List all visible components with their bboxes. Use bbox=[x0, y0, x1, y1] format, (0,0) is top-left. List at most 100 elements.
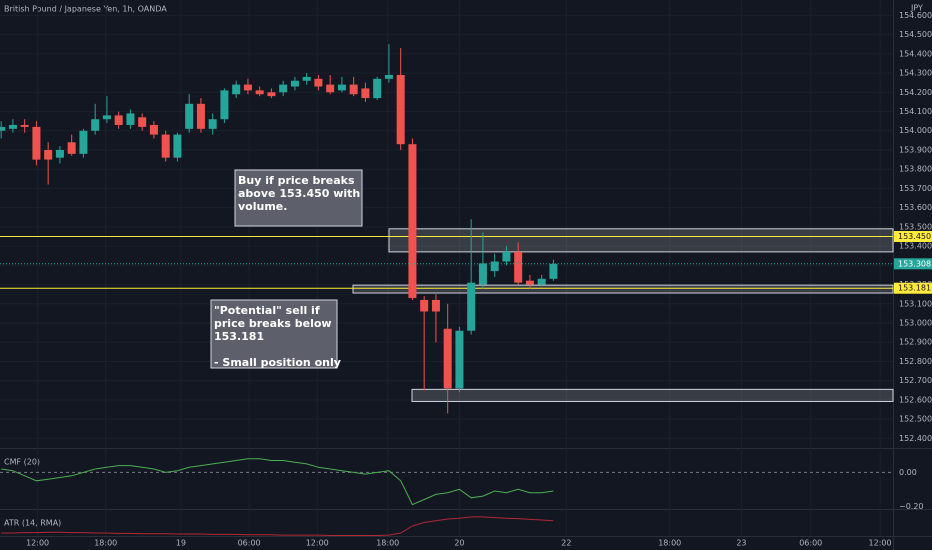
candle-body bbox=[373, 78, 382, 99]
candle-body bbox=[326, 84, 335, 93]
pane-title: ATR (14, RMA) bbox=[4, 519, 61, 528]
candle-body bbox=[79, 130, 88, 154]
y-tick-label: 152.600 bbox=[899, 395, 932, 404]
candle-body bbox=[443, 328, 452, 389]
annotation-text: "Potential" sell if bbox=[214, 304, 320, 317]
candle-body bbox=[44, 149, 53, 160]
zone bbox=[352, 284, 894, 294]
candle-body bbox=[525, 280, 534, 285]
y-tick-label: −0.20 bbox=[899, 502, 924, 511]
price-tag bbox=[894, 230, 932, 242]
y-tick-label: 153.000 bbox=[899, 319, 932, 328]
candle-body bbox=[514, 251, 523, 283]
price-tag-label: 153.308 bbox=[898, 259, 931, 268]
candle-body bbox=[67, 142, 76, 154]
y-tick-label: 152.400 bbox=[899, 434, 932, 443]
price-tag-label: 153.181 bbox=[898, 284, 931, 293]
pane-title: CMF (20) bbox=[4, 458, 40, 467]
candle-body bbox=[396, 74, 405, 145]
candle-body bbox=[478, 263, 487, 285]
x-tick-label: 12:00 bbox=[26, 539, 49, 548]
candle-body bbox=[408, 144, 417, 299]
candle-body bbox=[126, 113, 135, 125]
annotation-box bbox=[210, 299, 338, 369]
candle-body bbox=[349, 84, 358, 95]
y-tick-label: 154.500 bbox=[899, 30, 932, 39]
price-tag bbox=[894, 282, 932, 294]
x-tick-label: 06:00 bbox=[799, 539, 822, 548]
indicator-line bbox=[1, 516, 554, 536]
candle-body bbox=[267, 92, 276, 97]
candle-body bbox=[361, 88, 370, 99]
y-tick-label: 152.500 bbox=[899, 415, 932, 424]
x-tick-label: 20 bbox=[454, 539, 464, 548]
candle-body bbox=[302, 76, 311, 81]
y-tick-label: 153.600 bbox=[899, 203, 932, 212]
y-tick-label: 154.000 bbox=[899, 126, 932, 135]
price-tag bbox=[894, 258, 932, 270]
zone bbox=[411, 388, 894, 402]
candle-body bbox=[173, 134, 182, 158]
annotation-box bbox=[234, 169, 363, 227]
candle-body bbox=[243, 84, 252, 91]
candle-body bbox=[537, 278, 546, 285]
y-tick-label: 154.200 bbox=[899, 88, 932, 97]
currency: JPY bbox=[910, 4, 923, 13]
candle-body bbox=[114, 115, 123, 125]
chart-title: British Pound / Japanese Yen, 1h, OANDA bbox=[4, 5, 167, 14]
x-tick-label: 19 bbox=[176, 539, 186, 548]
candle-body bbox=[196, 103, 205, 129]
candle-body bbox=[502, 251, 511, 262]
candle-body bbox=[161, 134, 170, 158]
candle-body bbox=[420, 299, 429, 312]
candle-body bbox=[232, 84, 241, 95]
x-tick-label: 06:00 bbox=[238, 539, 261, 548]
candle-body bbox=[149, 124, 158, 135]
y-tick-label: 154.400 bbox=[899, 49, 932, 58]
x-tick-label: 18:00 bbox=[376, 539, 399, 548]
annotation-text: Buy if price breaks bbox=[238, 174, 355, 187]
candle-body bbox=[185, 103, 194, 129]
candle-body bbox=[431, 299, 440, 312]
candle-body bbox=[490, 261, 499, 272]
y-tick-label: 152.700 bbox=[899, 376, 932, 385]
annotation-text: 153.181 bbox=[214, 330, 264, 343]
candle-body bbox=[55, 149, 64, 158]
candle-body bbox=[290, 80, 299, 87]
candle-body bbox=[549, 263, 558, 279]
candle-body bbox=[208, 119, 217, 129]
candle-body bbox=[314, 78, 323, 87]
candle-body bbox=[91, 119, 100, 131]
y-tick-label: 153.400 bbox=[899, 242, 932, 251]
y-tick-label: 153.700 bbox=[899, 184, 932, 193]
x-tick-label: 18:00 bbox=[658, 539, 681, 548]
indicator-line bbox=[1, 458, 554, 506]
x-tick-label: 18:00 bbox=[94, 539, 117, 548]
y-tick-label: 153.100 bbox=[899, 299, 932, 308]
candle-body bbox=[32, 126, 41, 160]
candle-body bbox=[384, 74, 393, 79]
annotation-text: price breaks below bbox=[214, 317, 332, 330]
candle-body bbox=[102, 115, 111, 120]
candle-body bbox=[455, 330, 464, 389]
x-tick-label: 22 bbox=[561, 539, 571, 548]
candle-body bbox=[20, 124, 29, 127]
annotation-text: - Small position only bbox=[214, 356, 341, 369]
y-tick-label: 152.900 bbox=[899, 338, 932, 347]
y-tick-label: 154.600 bbox=[899, 11, 932, 20]
x-tick-label: 23 bbox=[736, 539, 746, 548]
price-tag-label: 153.450 bbox=[898, 232, 931, 241]
candle-body bbox=[220, 90, 229, 120]
candle-body bbox=[0, 126, 6, 131]
zone bbox=[388, 228, 894, 253]
candle-body bbox=[8, 124, 17, 129]
candle-body bbox=[138, 117, 147, 127]
y-tick-label: 154.300 bbox=[899, 69, 932, 78]
y-tick-label: 154.100 bbox=[899, 107, 932, 116]
y-tick-label: 152.800 bbox=[899, 357, 932, 366]
annotation-text: above 153.450 with bbox=[238, 187, 360, 200]
candle-body bbox=[467, 282, 476, 331]
candle-body bbox=[255, 90, 264, 95]
